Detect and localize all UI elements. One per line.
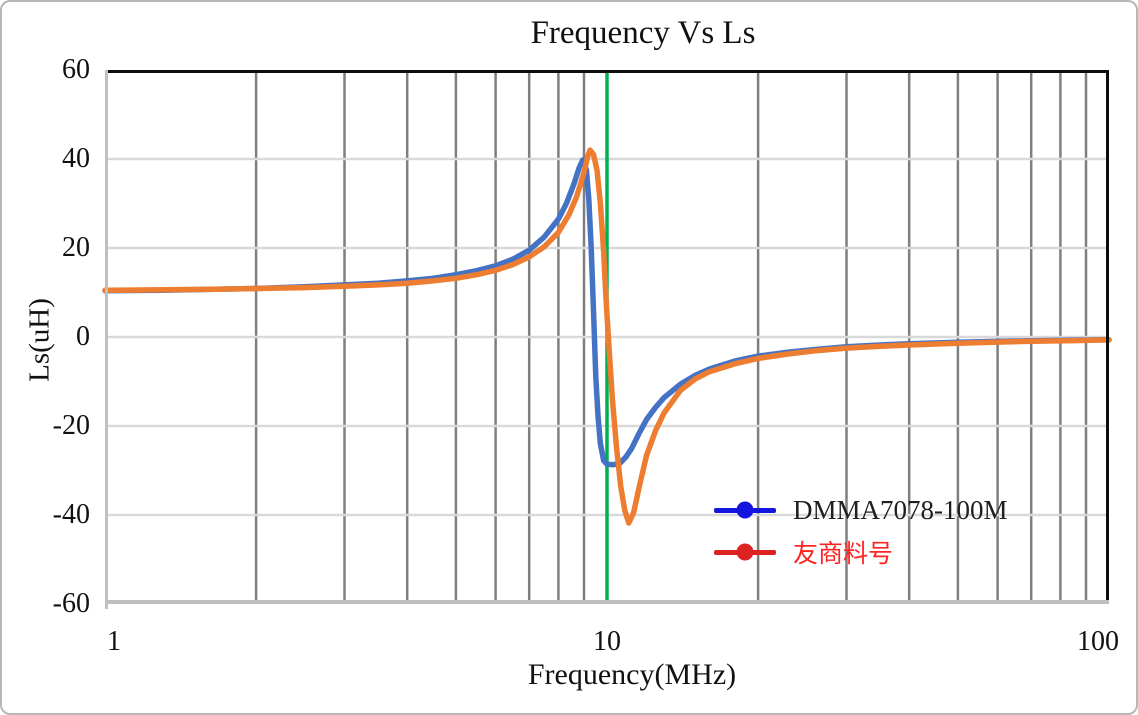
legend: DMMA7078-100M 友商料号 <box>714 489 1008 573</box>
x-axis-title: Frequency(MHz) <box>527 658 737 691</box>
series-line-marker-icon <box>714 543 776 561</box>
plot-area <box>102 70 1112 609</box>
y-tick-label: -20 <box>52 410 90 441</box>
y-tick-label: 60 <box>62 54 90 85</box>
x-tick-label: 100 <box>1077 626 1119 657</box>
legend-item-dmma7078-100m: DMMA7078-100M <box>714 489 1008 531</box>
legend-item-competitor-part: 友商料号 <box>714 531 1008 573</box>
legend-label: DMMA7078-100M <box>793 494 1008 525</box>
x-tick-label: 1 <box>107 626 121 657</box>
legend-dot-icon <box>736 543 754 561</box>
y-tick-label: 40 <box>62 143 90 174</box>
y-tick-label: 20 <box>62 232 90 263</box>
y-tick-label: -60 <box>52 588 90 619</box>
legend-label: 友商料号 <box>793 540 894 568</box>
series-line-marker-icon <box>714 501 776 519</box>
plot-canvas <box>102 70 1112 609</box>
x-tick-label: 10 <box>593 626 621 657</box>
chart-title: Frequency Vs Ls <box>530 15 756 51</box>
y-tick-label: -40 <box>52 499 90 530</box>
y-tick-label: 0 <box>76 321 90 352</box>
legend-dot-icon <box>736 501 754 519</box>
